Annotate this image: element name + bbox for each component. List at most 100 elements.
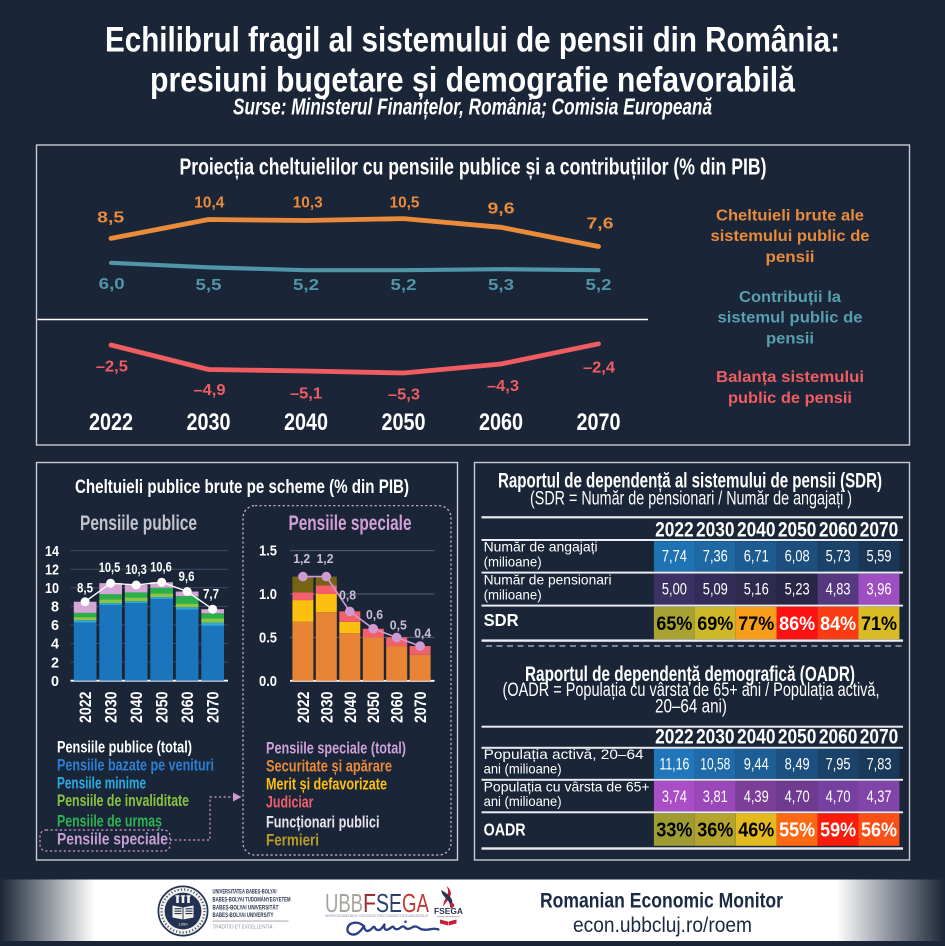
svg-text:10,58: 10,58 [700, 756, 730, 774]
svg-text:ani (milioane): ani (milioane) [484, 761, 562, 777]
svg-text:Pensiile speciale: Pensiile speciale [289, 511, 412, 535]
svg-text:Echilibrul fragil al sistemulu: Echilibrul fragil al sistemului de pensi… [105, 20, 840, 59]
svg-text:Raportul de dependență demogra: Raportul de dependență demografică (OADR… [525, 663, 855, 686]
svg-text:2040: 2040 [737, 518, 776, 542]
svg-text:Pensiile publice: Pensiile publice [80, 511, 197, 535]
svg-text:5,5: 5,5 [196, 277, 222, 294]
svg-text:presiuni bugetare și demografi: presiuni bugetare și demografie nefavora… [150, 60, 795, 99]
svg-text:1.5: 1.5 [259, 544, 277, 560]
svg-text:5,16: 5,16 [744, 581, 769, 599]
svg-text:UBBFSEGA: UBBFSEGA [325, 888, 429, 918]
svg-text:2060: 2060 [819, 518, 858, 542]
svg-text:65%: 65% [656, 613, 692, 635]
svg-text:sistemul public de: sistemul public de [718, 310, 863, 327]
svg-text:Cheltuieli publice brute pe sc: Cheltuieli publice brute pe scheme (% di… [75, 476, 409, 498]
svg-text:10,5: 10,5 [99, 560, 121, 575]
svg-text:10,4: 10,4 [194, 194, 224, 211]
svg-text:(OADR = Populația cu vârsta de: (OADR = Populația cu vârsta de 65+ ani /… [503, 680, 880, 701]
svg-text:2040: 2040 [341, 692, 360, 724]
svg-text:Pensiile de urmaș: Pensiile de urmaș [57, 812, 162, 830]
svg-text:UNIVERSITATEA BABEȘ-BOLYAI: UNIVERSITATEA BABEȘ-BOLYAI [213, 889, 277, 896]
svg-text:4,83: 4,83 [826, 581, 851, 599]
svg-text:9,44: 9,44 [744, 756, 769, 774]
svg-text:5,3: 5,3 [488, 277, 514, 294]
svg-text:2070: 2070 [860, 518, 899, 542]
svg-text:4,70: 4,70 [826, 788, 851, 806]
svg-text:84%: 84% [820, 613, 856, 635]
svg-text:10,3: 10,3 [293, 194, 323, 211]
svg-text:1959: 1959 [179, 922, 189, 927]
svg-text:2040: 2040 [737, 725, 776, 749]
svg-text:pensii: pensii [766, 330, 814, 347]
svg-text:9,6: 9,6 [488, 201, 515, 218]
svg-text:Pensiile speciale (total): Pensiile speciale (total) [266, 740, 406, 758]
svg-text:2030: 2030 [696, 725, 735, 749]
svg-text:SDR: SDR [484, 610, 519, 630]
svg-text:7,95: 7,95 [826, 756, 851, 774]
svg-text:OADR: OADR [484, 820, 526, 840]
svg-text:2050: 2050 [778, 725, 817, 749]
svg-text:2060: 2060 [479, 409, 523, 436]
svg-text:20–64 ani): 20–64 ani) [655, 696, 727, 717]
svg-text:Funcționari publici: Funcționari publici [266, 814, 380, 832]
svg-text:2022: 2022 [89, 409, 133, 436]
svg-text:5,00: 5,00 [662, 581, 687, 599]
svg-text:6,71: 6,71 [744, 547, 769, 565]
svg-text:10,3: 10,3 [125, 562, 147, 577]
svg-text:(milioane): (milioane) [484, 554, 542, 570]
svg-text:2040: 2040 [284, 409, 328, 436]
svg-text:ani (milioane): ani (milioane) [484, 793, 562, 809]
svg-text:2050: 2050 [153, 692, 172, 724]
svg-text:2070: 2070 [411, 692, 430, 724]
svg-text:Pensiile de invaliditate: Pensiile de invaliditate [57, 792, 189, 810]
svg-text:5,2: 5,2 [293, 277, 319, 294]
svg-text:Judiciar: Judiciar [266, 794, 314, 812]
svg-text:Securitate și apărare: Securitate și apărare [266, 758, 392, 776]
svg-text:46%: 46% [738, 820, 774, 842]
svg-text:Romanian Economic Monitor: Romanian Economic Monitor [540, 889, 783, 912]
svg-text:5,09: 5,09 [703, 581, 728, 599]
svg-text:4,39: 4,39 [744, 788, 769, 806]
svg-text:2060: 2060 [178, 692, 197, 724]
svg-text:–4,3: –4,3 [487, 378, 519, 395]
svg-text:pensii: pensii [766, 249, 815, 266]
svg-text:6: 6 [51, 617, 59, 634]
svg-text:3,81: 3,81 [703, 788, 728, 806]
svg-text:–2,4: –2,4 [583, 360, 615, 377]
svg-text:Pensiile publice (total): Pensiile publice (total) [57, 738, 192, 756]
svg-text:0,8: 0,8 [339, 588, 356, 602]
svg-text:TRADITIO ET EXCELLENTIA: TRADITIO ET EXCELLENTIA [213, 924, 273, 930]
svg-text:10,5: 10,5 [390, 194, 420, 211]
svg-text:7,83: 7,83 [867, 756, 892, 774]
svg-text:Cheltuieli brute ale: Cheltuieli brute ale [716, 207, 864, 224]
svg-text:Populația cu vârsta de 65+: Populația cu vârsta de 65+ [484, 779, 650, 795]
svg-text:Număr de pensionari: Număr de pensionari [484, 572, 612, 588]
svg-text:59%: 59% [820, 820, 856, 842]
svg-text:56%: 56% [861, 820, 897, 842]
svg-text:(SDR = Număr de pensionari / N: (SDR = Număr de pensionari / Număr de an… [530, 489, 852, 510]
svg-text:2050: 2050 [382, 409, 426, 436]
svg-text:0,6: 0,6 [366, 608, 383, 622]
svg-text:10: 10 [45, 580, 59, 597]
svg-text:0.0: 0.0 [259, 674, 277, 690]
svg-text:10,6: 10,6 [150, 559, 172, 574]
svg-text:Raportul de dependență al sist: Raportul de dependență al sistemului de … [498, 469, 882, 492]
svg-text:UNIVERSITATEA BABEȘ-BOLYAI · F: UNIVERSITATEA BABEȘ-BOLYAI · FACULTATEA … [325, 914, 428, 918]
svg-text:Fermieri: Fermieri [266, 832, 319, 850]
svg-text:BABEȘ-BOLYAI UNIVERSITÄT: BABEȘ-BOLYAI UNIVERSITÄT [213, 903, 280, 911]
svg-text:5,59: 5,59 [867, 547, 892, 565]
svg-text:0.5: 0.5 [259, 630, 277, 646]
svg-text:Număr de angajați: Număr de angajați [484, 539, 598, 555]
svg-text:–5,3: –5,3 [388, 386, 420, 403]
svg-text:7,36: 7,36 [703, 547, 728, 565]
svg-text:3,74: 3,74 [662, 788, 687, 806]
svg-text:0,4: 0,4 [414, 627, 431, 641]
svg-text:5,2: 5,2 [391, 277, 417, 294]
svg-text:2070: 2070 [204, 692, 223, 724]
svg-text:2050: 2050 [364, 692, 383, 724]
svg-text:3,96: 3,96 [867, 581, 892, 599]
svg-text:Contribuții la: Contribuții la [739, 289, 841, 306]
svg-text:8,49: 8,49 [785, 756, 810, 774]
svg-text:4: 4 [51, 636, 60, 653]
svg-text:14: 14 [45, 543, 60, 560]
